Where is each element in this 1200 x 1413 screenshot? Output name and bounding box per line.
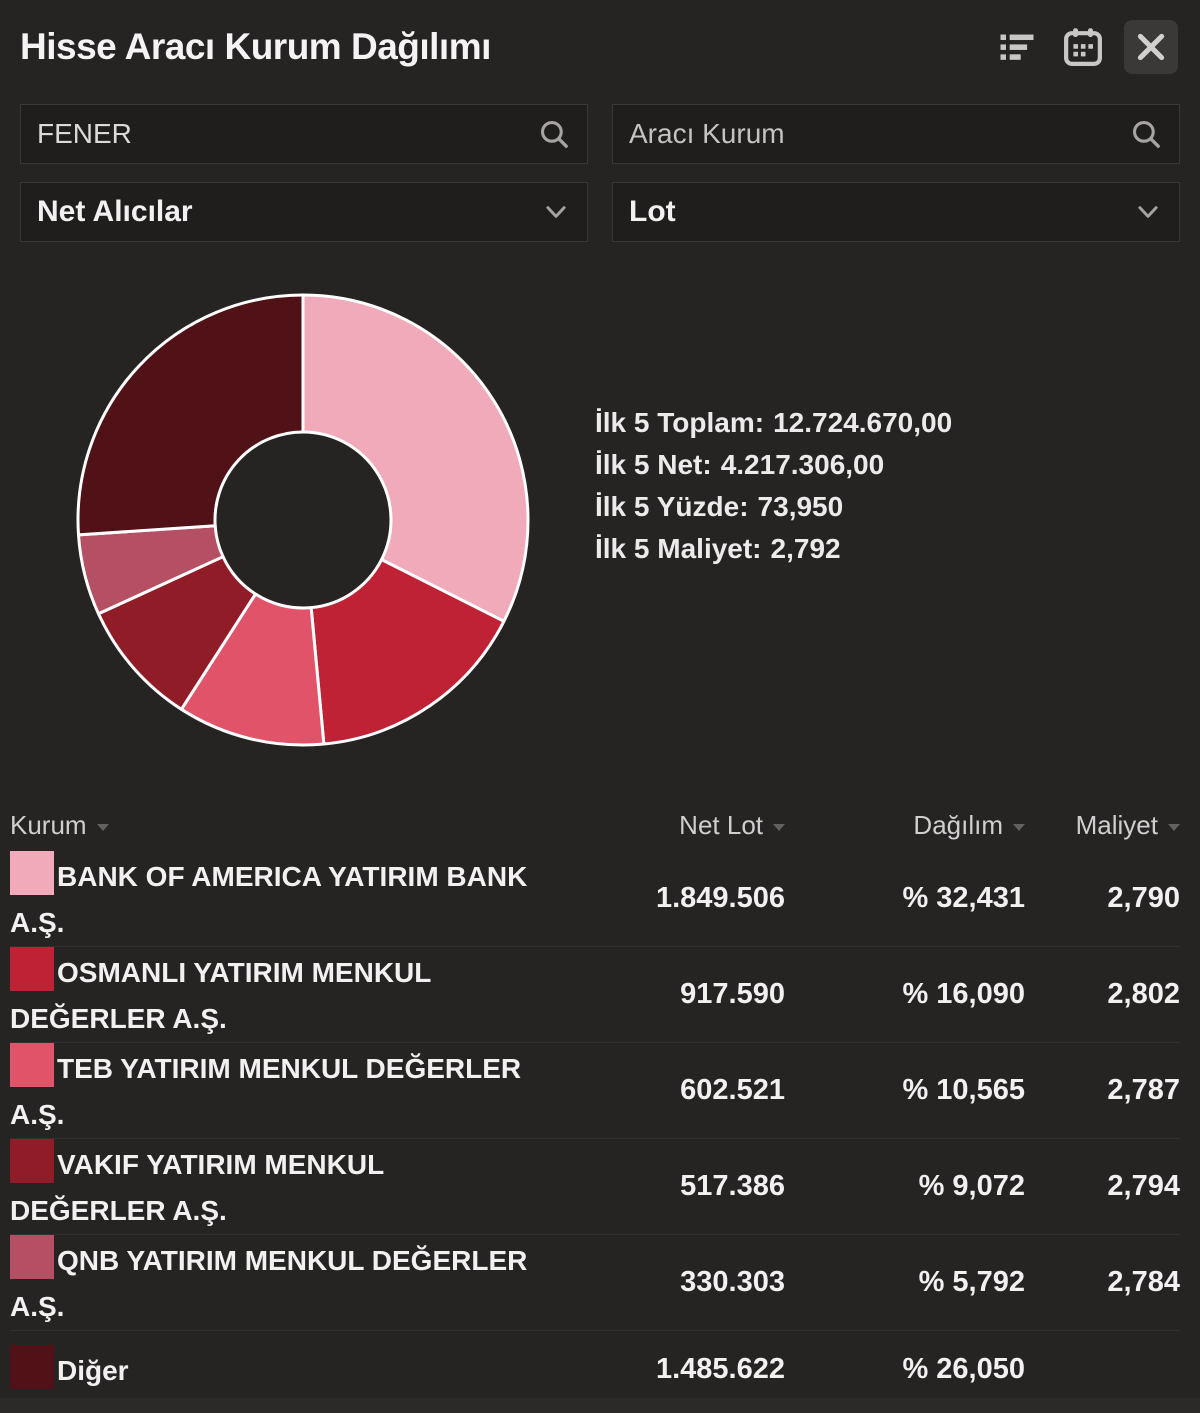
broker-name-cell: VAKIF YATIRIM MENKUL DEĞERLER A.Ş. — [10, 1139, 575, 1234]
net-lot-value: 1.849.506 — [655, 882, 785, 914]
search-icon — [1132, 120, 1160, 148]
maliyet-value: 2,790 — [1107, 882, 1180, 914]
chevron-down-icon — [1138, 206, 1158, 218]
column-header-kurum[interactable]: Kurum — [10, 810, 575, 841]
sort-caret-icon — [1013, 824, 1025, 831]
calendar-icon[interactable] — [1058, 22, 1108, 72]
net-lot-value: 517.386 — [680, 1170, 785, 1202]
row-color-swatch — [10, 851, 54, 895]
sort-caret-icon — [1168, 824, 1180, 831]
table-row[interactable]: OSMANLI YATIRIM MENKUL DEĞERLER A.Ş. 917.… — [10, 946, 1180, 1042]
stat-label: İlk 5 Maliyet: — [595, 533, 762, 564]
row-color-swatch — [10, 1344, 54, 1389]
broker-name: OSMANLI YATIRIM MENKUL DEĞERLER A.Ş. — [10, 957, 431, 1034]
broker-name-cell: QNB YATIRIM MENKUL DEĞERLER A.Ş. — [10, 1235, 575, 1330]
dagilim-value: % 26,050 — [902, 1352, 1025, 1385]
broker-name: TEB YATIRIM MENKUL DEĞERLER A.Ş. — [10, 1053, 522, 1130]
chevron-down-icon — [546, 206, 566, 218]
table-row[interactable]: Diğer 1.485.622 % 26,050 — [10, 1330, 1180, 1407]
column-header-maliyet[interactable]: Maliyet — [1025, 810, 1180, 841]
header: Hisse Aracı Kurum Dağılımı — [0, 0, 1200, 86]
broker-name-cell: Diğer — [10, 1344, 575, 1394]
symbol-search-field[interactable] — [20, 104, 588, 164]
broker-name-cell: TEB YATIRIM MENKUL DEĞERLER A.Ş. — [10, 1043, 575, 1138]
maliyet-value: 2,794 — [1107, 1170, 1180, 1202]
donut-segment[interactable] — [301, 293, 530, 623]
dagilim-value: % 5,792 — [918, 1266, 1025, 1298]
column-label: Kurum — [10, 810, 87, 840]
symbol-search-input[interactable] — [37, 118, 537, 150]
column-label: Net Lot — [679, 810, 763, 840]
broker-name: QNB YATIRIM MENKUL DEĞERLER A.Ş. — [10, 1245, 528, 1322]
list-view-icon[interactable] — [992, 22, 1042, 72]
broker-name: Diğer — [57, 1354, 129, 1386]
table-header: Kurum Net Lot Dağılım Maliyet — [10, 806, 1180, 851]
table-row[interactable]: VAKIF YATIRIM MENKUL DEĞERLER A.Ş. 517.38… — [10, 1138, 1180, 1234]
table-body: BANK OF AMERICA YATIRIM BANK A.Ş. 1.849.5… — [10, 851, 1180, 1407]
stat-line: İlk 5 Toplam: 12.724.670,00 — [595, 408, 952, 438]
dagilim-value: % 9,072 — [918, 1170, 1025, 1202]
summary-stats: İlk 5 Toplam: 12.724.670,00 İlk 5 Net: 4.21… — [595, 408, 952, 750]
row-color-swatch — [10, 1139, 54, 1183]
maliyet-value: 2,787 — [1107, 1074, 1180, 1106]
row-color-swatch — [10, 1043, 54, 1087]
column-label: Maliyet — [1075, 810, 1158, 840]
unit-select-value: Lot — [629, 195, 676, 228]
header-icons — [992, 20, 1178, 74]
sort-caret-icon — [96, 824, 109, 831]
side-select[interactable]: Net Alıcılar — [20, 182, 588, 242]
maliyet-value: 2,784 — [1107, 1266, 1180, 1298]
broker-name-cell: OSMANLI YATIRIM MENKUL DEĞERLER A.Ş. — [10, 947, 575, 1042]
donut-segment[interactable] — [309, 558, 506, 746]
donut-wrap — [73, 290, 533, 750]
stat-value: 4.217.306,00 — [720, 449, 885, 480]
dagilim-value: % 16,090 — [902, 978, 1025, 1010]
side-select-value: Net Alıcılar — [37, 195, 193, 228]
broker-search-input[interactable] — [629, 118, 1129, 150]
row-color-swatch — [10, 947, 54, 991]
page-title: Hisse Aracı Kurum Dağılımı — [20, 26, 491, 67]
calendar-icon-glyph — [1064, 28, 1102, 66]
maliyet-value: 2,802 — [1107, 978, 1180, 1010]
close-icon-glyph — [1137, 33, 1165, 61]
net-lot-value: 330.303 — [680, 1266, 785, 1298]
column-header-net-lot[interactable]: Net Lot — [575, 810, 785, 841]
donut-chart — [76, 293, 530, 747]
horizontal-scrollbar[interactable] — [0, 1398, 1200, 1413]
net-lot-value: 917.590 — [680, 978, 785, 1010]
stat-line: İlk 5 Net: 4.217.306,00 — [595, 450, 952, 480]
stat-value: 12.724.670,00 — [773, 407, 953, 438]
sort-caret-icon — [773, 824, 785, 831]
broker-search-field[interactable] — [612, 104, 1180, 164]
table-row[interactable]: QNB YATIRIM MENKUL DEĞERLER A.Ş. 330.303%… — [10, 1234, 1180, 1330]
filter-bar: Net Alıcılar Lot — [0, 86, 1200, 242]
table-row[interactable]: BANK OF AMERICA YATIRIM BANK A.Ş. 1.849.5… — [10, 851, 1180, 946]
column-header-dagilim[interactable]: Dağılım — [785, 810, 1025, 841]
donut-segment[interactable] — [76, 293, 305, 537]
broker-name-cell: BANK OF AMERICA YATIRIM BANK A.Ş. — [10, 851, 575, 946]
unit-select[interactable]: Lot — [612, 182, 1180, 242]
stat-line: İlk 5 Maliyet: 2,792 — [595, 534, 952, 564]
dagilim-value: % 10,565 — [902, 1074, 1025, 1106]
broker-name: VAKIF YATIRIM MENKUL DEĞERLER A.Ş. — [10, 1149, 384, 1226]
broker-table: Kurum Net Lot Dağılım Maliyet BANK OF AM… — [0, 806, 1200, 1407]
chart-section: İlk 5 Toplam: 12.724.670,00 İlk 5 Net: 4.21… — [0, 290, 1200, 750]
stat-label: İlk 5 Yüzde: — [595, 491, 749, 522]
search-icon — [540, 120, 568, 148]
net-lot-value: 1.485.622 — [655, 1352, 785, 1385]
stat-value: 73,950 — [757, 491, 844, 522]
stat-label: İlk 5 Net: — [595, 449, 712, 480]
close-icon[interactable] — [1124, 20, 1178, 74]
list-view-icon-glyph — [1000, 34, 1034, 60]
column-label: Dağılım — [913, 810, 1003, 840]
stat-line: İlk 5 Yüzde: 73,950 — [595, 492, 952, 522]
table-row[interactable]: TEB YATIRIM MENKUL DEĞERLER A.Ş. 602.521%… — [10, 1042, 1180, 1138]
stat-value: 2,792 — [770, 533, 841, 564]
dagilim-value: % 32,431 — [902, 882, 1025, 914]
broker-name: BANK OF AMERICA YATIRIM BANK A.Ş. — [10, 861, 528, 938]
net-lot-value: 602.521 — [680, 1074, 785, 1106]
row-color-swatch — [10, 1235, 54, 1279]
stat-label: İlk 5 Toplam: — [595, 407, 765, 438]
